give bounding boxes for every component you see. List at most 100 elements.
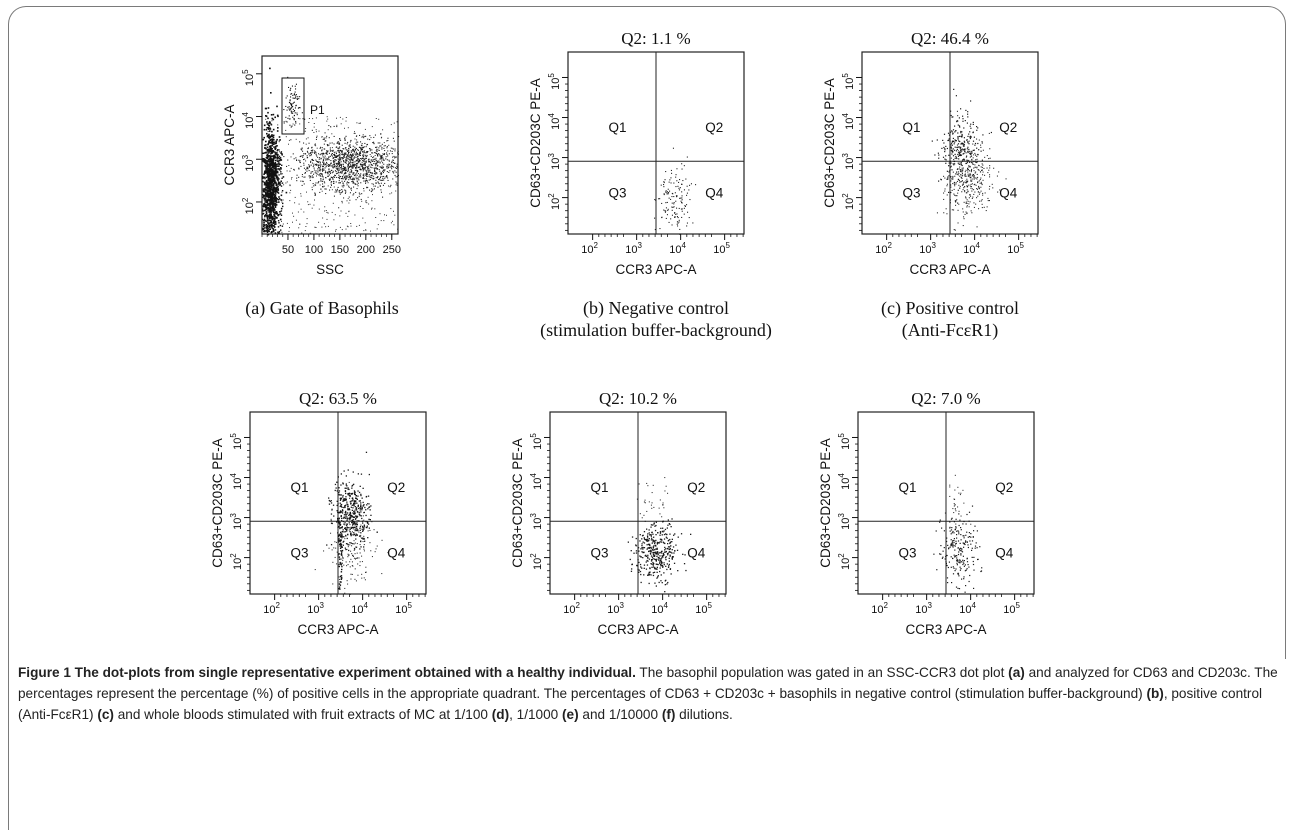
data-point — [343, 540, 345, 542]
data-point — [641, 567, 643, 569]
data-point — [353, 186, 355, 188]
data-point — [945, 145, 947, 147]
data-point — [681, 208, 683, 210]
data-point — [333, 160, 335, 162]
data-point — [265, 193, 267, 195]
data-point — [330, 500, 332, 502]
data-point — [367, 182, 369, 184]
data-point — [381, 143, 383, 145]
data-point — [671, 549, 673, 551]
data-point — [668, 563, 670, 566]
data-point — [286, 165, 288, 167]
data-point — [347, 154, 349, 156]
data-point — [360, 473, 363, 475]
data-point — [946, 185, 948, 187]
data-point — [291, 103, 293, 105]
data-point — [292, 112, 294, 114]
data-point — [271, 120, 273, 122]
data-point — [340, 504, 342, 506]
data-point — [366, 151, 368, 153]
x-tick-exponent: 2 — [276, 601, 281, 610]
data-point — [333, 157, 335, 159]
data-point — [361, 561, 363, 563]
data-point — [264, 209, 267, 211]
data-point — [968, 175, 970, 177]
data-point — [275, 145, 277, 148]
data-point — [960, 146, 962, 148]
data-point — [363, 151, 365, 153]
data-point — [283, 156, 285, 158]
data-point — [273, 204, 275, 206]
data-point — [364, 135, 366, 137]
data-point — [659, 534, 661, 536]
data-point — [630, 550, 632, 552]
data-point — [638, 550, 640, 552]
data-point — [355, 154, 357, 156]
y-tick-label: 102 — [229, 553, 244, 570]
data-point — [980, 190, 982, 192]
data-point — [293, 93, 295, 95]
data-point — [363, 158, 365, 160]
data-point — [344, 178, 346, 180]
data-point — [680, 197, 682, 199]
data-point — [299, 141, 301, 143]
data-point — [371, 177, 373, 179]
data-point — [341, 551, 343, 553]
data-point — [362, 154, 364, 156]
data-point — [971, 150, 973, 152]
x-tick-exponent: 5 — [726, 241, 731, 250]
data-point — [276, 149, 279, 152]
data-point — [299, 162, 301, 164]
data-point — [976, 188, 978, 190]
x-tick-label: 105 — [695, 601, 712, 616]
data-point — [355, 517, 357, 520]
data-point — [342, 500, 345, 502]
data-point — [341, 556, 343, 558]
data-point — [667, 581, 669, 584]
data-point — [338, 147, 340, 149]
data-point — [364, 506, 366, 509]
data-point — [629, 558, 631, 561]
data-point — [376, 177, 378, 179]
data-point — [352, 484, 354, 486]
data-point — [343, 167, 345, 169]
data-point — [369, 542, 371, 544]
data-point — [267, 215, 269, 218]
data-point — [273, 229, 275, 232]
data-point — [341, 510, 344, 512]
data-point — [369, 135, 371, 137]
data-point — [356, 515, 359, 517]
data-point — [630, 570, 633, 572]
data-point — [272, 230, 275, 233]
data-point — [344, 527, 346, 530]
data-point — [387, 177, 389, 179]
data-point — [271, 194, 273, 197]
data-point — [339, 175, 341, 177]
data-point — [665, 171, 667, 173]
data-point — [297, 96, 299, 98]
data-point — [342, 176, 344, 178]
data-point — [663, 542, 665, 544]
data-point — [265, 107, 268, 110]
data-point — [272, 228, 275, 230]
data-point — [265, 200, 268, 202]
data-point — [315, 184, 317, 186]
data-point — [946, 537, 948, 539]
data-point — [357, 504, 359, 506]
data-point — [343, 564, 345, 566]
data-point — [296, 174, 298, 176]
data-point — [274, 198, 276, 201]
y-tick-label: 103 — [229, 513, 244, 530]
data-point — [367, 138, 369, 140]
data-point — [981, 169, 983, 171]
data-point — [970, 136, 972, 138]
data-point — [325, 188, 327, 190]
data-point — [955, 195, 957, 197]
panel-title: Q2: 1.1 % — [621, 29, 690, 48]
data-point — [381, 160, 383, 162]
data-point — [274, 164, 277, 167]
data-point — [658, 552, 660, 554]
data-point — [339, 177, 341, 179]
data-point — [679, 197, 681, 199]
data-point — [346, 501, 348, 503]
